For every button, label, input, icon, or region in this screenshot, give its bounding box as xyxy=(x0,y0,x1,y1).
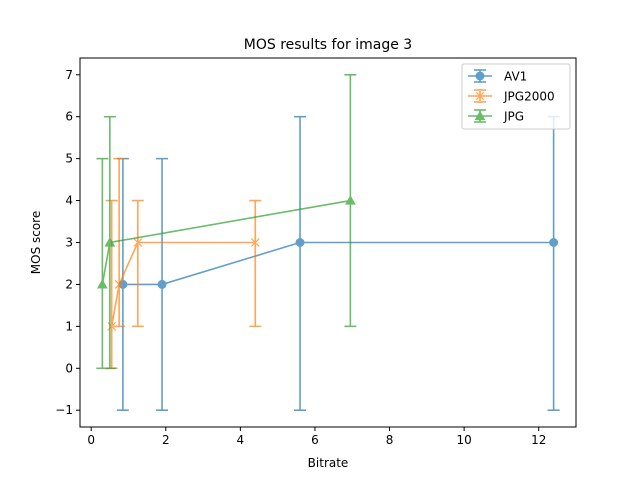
chart-title: MOS results for image 3 xyxy=(244,37,412,53)
legend-swatch xyxy=(468,109,492,123)
series-line xyxy=(110,241,256,327)
legend-entry-jpg: JPG xyxy=(468,109,524,124)
data-point-x xyxy=(133,238,143,247)
y-axis-label: MOS score xyxy=(29,211,43,274)
legend-frame xyxy=(461,63,571,130)
data-point-x xyxy=(475,91,485,101)
data-point-circle xyxy=(475,71,485,81)
legend-label: JPG xyxy=(503,110,524,124)
x-tick-label: 8 xyxy=(386,433,394,447)
legend-label: JPG2000 xyxy=(503,90,555,104)
legend-entry-jpg2000: JPG2000 xyxy=(468,89,555,104)
legend: AV1 JPG2000 JPG xyxy=(461,63,571,130)
data-point-circle xyxy=(549,238,559,247)
data-point-triangle xyxy=(474,110,486,121)
y-tick-label: 3 xyxy=(65,236,73,250)
data-point-x xyxy=(250,238,260,247)
data-point-x xyxy=(114,280,124,289)
y-axis: −1 0 1 2 3 4 5 6 7 xyxy=(55,68,80,417)
legend-swatch xyxy=(468,69,492,83)
y-tick-label: 0 xyxy=(65,361,73,375)
y-tick-label: 7 xyxy=(65,68,73,82)
x-tick-label: 2 xyxy=(162,433,170,447)
legend-swatch xyxy=(468,89,492,103)
legend-entry-av1: AV1 xyxy=(468,69,527,84)
data-point-triangle xyxy=(104,236,116,247)
y-tick-label: 4 xyxy=(65,194,73,208)
legend-label: AV1 xyxy=(504,70,527,84)
y-tick-label: 6 xyxy=(65,110,73,124)
x-tick-label: 4 xyxy=(237,433,245,447)
data-point-triangle xyxy=(345,195,356,205)
x-tick-label: 6 xyxy=(311,433,319,447)
data-point-triangle xyxy=(97,278,108,289)
data-point-circle xyxy=(295,238,305,247)
data-point-circle xyxy=(157,279,167,289)
series-jpg2000 xyxy=(105,157,262,370)
y-tick-label: 5 xyxy=(65,152,73,166)
x-tick-label: 10 xyxy=(456,433,471,447)
plot-area xyxy=(96,73,560,412)
series-jpg xyxy=(96,73,357,370)
x-axis: 0 2 4 6 8 10 12 xyxy=(87,427,546,447)
y-tick-label: −1 xyxy=(55,403,73,417)
x-axis-label: Bitrate xyxy=(308,456,349,470)
x-tick-label: 0 xyxy=(87,433,95,447)
x-tick-label: 12 xyxy=(531,433,546,447)
y-tick-label: 2 xyxy=(65,277,73,291)
y-tick-label: 1 xyxy=(65,319,73,333)
series-line xyxy=(122,241,554,286)
data-point-x xyxy=(107,321,117,331)
